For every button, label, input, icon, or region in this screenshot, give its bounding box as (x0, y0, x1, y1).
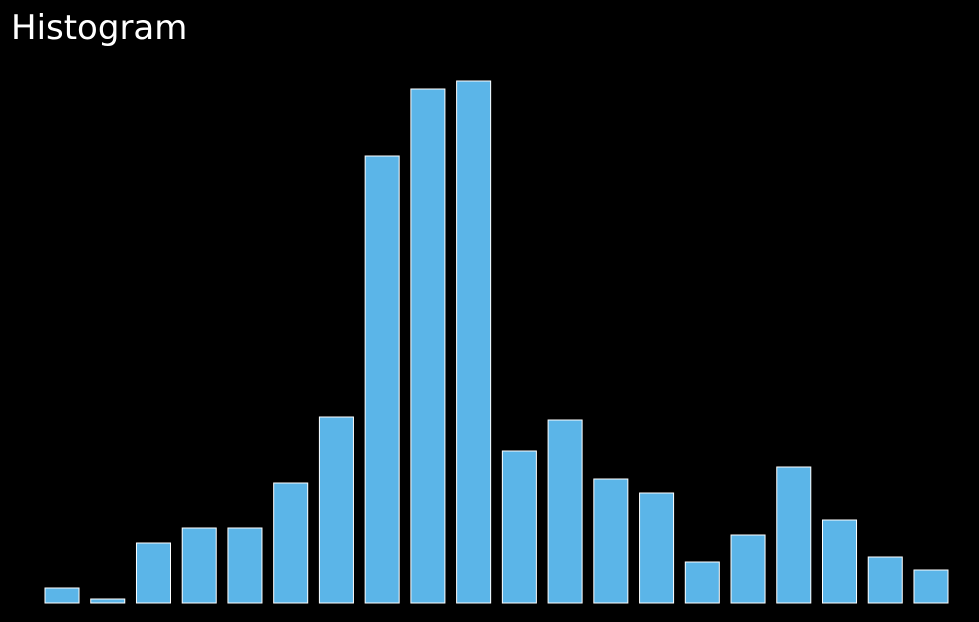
bar (456, 80, 492, 604)
bar (867, 556, 903, 604)
bar (547, 419, 583, 604)
bar (90, 598, 126, 604)
bar (913, 569, 949, 604)
bar (410, 88, 446, 604)
bar (501, 450, 537, 604)
bar (776, 466, 812, 604)
chart-title: Histogram (11, 8, 187, 48)
bar (273, 482, 309, 604)
bar (639, 492, 675, 604)
bar (227, 527, 263, 604)
bar (684, 561, 720, 604)
bar (364, 155, 400, 604)
bar (318, 416, 354, 604)
bar (135, 542, 172, 604)
bar (181, 527, 217, 604)
bar (730, 534, 766, 604)
bar (44, 587, 80, 604)
bar (593, 478, 629, 604)
bar (821, 519, 858, 604)
